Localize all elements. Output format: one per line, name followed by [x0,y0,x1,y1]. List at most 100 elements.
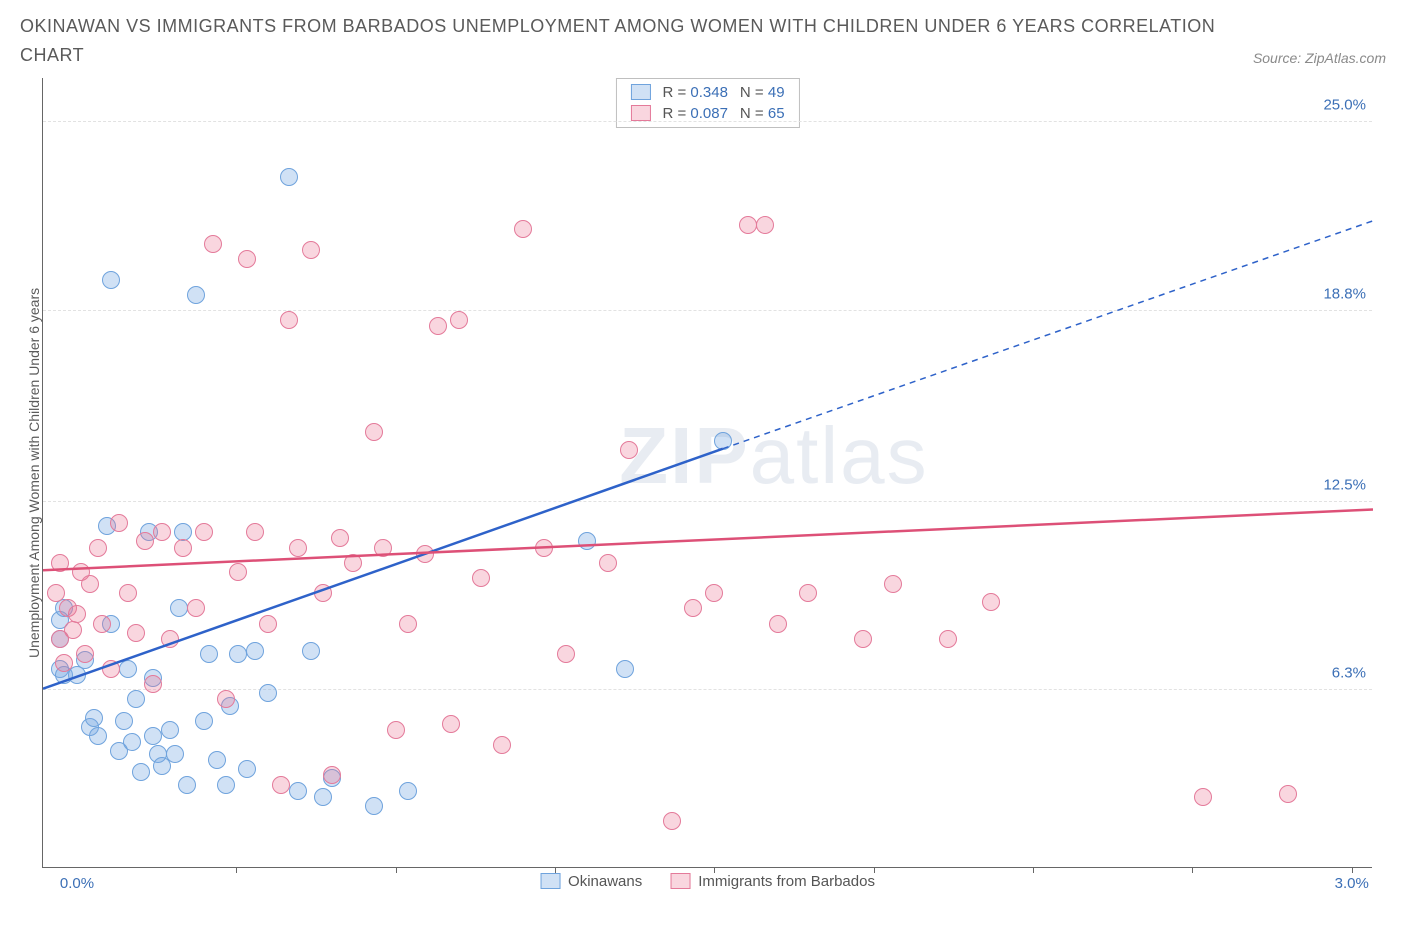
watermark: ZIPatlas [619,410,928,502]
data-point [705,584,723,602]
data-point [132,763,150,781]
data-point [208,751,226,769]
data-point [115,712,133,730]
legend-item: Immigrants from Barbados [670,873,875,890]
x-tick [1352,867,1353,873]
legend-swatch [630,84,650,100]
data-point [982,593,1000,611]
gridline [43,310,1372,311]
data-point [144,727,162,745]
data-point [238,250,256,268]
data-point [123,733,141,751]
data-point [161,721,179,739]
data-point [450,311,468,329]
stats-row: R = 0.348 N = 49 [616,82,798,103]
data-point [1279,785,1297,803]
data-point [166,745,184,763]
gridline [43,689,1372,690]
x-tick [874,867,875,873]
data-point [365,797,383,815]
legend-swatch [630,105,650,121]
scatter-plot: ZIPatlas R = 0.348N = 49R = 0.087N = 65 … [42,78,1372,868]
data-point [246,642,264,660]
stat-n-label: N = 65 [740,105,785,122]
data-point [799,584,817,602]
data-point [323,766,341,784]
x-tick [236,867,237,873]
data-point [280,168,298,186]
data-point [246,523,264,541]
data-point [93,615,111,633]
data-point [47,584,65,602]
x-tick [396,867,397,873]
data-point [89,727,107,745]
data-point [769,615,787,633]
data-point [127,624,145,642]
legend-item: Okinawans [540,873,642,890]
y-axis-label: Unemployment Among Women with Children U… [20,78,42,868]
data-point [119,660,137,678]
data-point [557,645,575,663]
data-point [280,311,298,329]
data-point [76,645,94,663]
data-point [85,709,103,727]
data-point [51,554,69,572]
y-tick-label: 25.0% [1323,97,1366,114]
data-point [174,539,192,557]
data-point [204,235,222,253]
data-point [119,584,137,602]
chart-title: OKINAWAN VS IMMIGRANTS FROM BARBADOS UNE… [20,12,1253,70]
data-point [127,690,145,708]
data-point [442,715,460,733]
data-point [229,563,247,581]
data-point [289,782,307,800]
data-point [259,615,277,633]
data-point [229,645,247,663]
data-point [416,545,434,563]
data-point [64,621,82,639]
y-tick-label: 18.8% [1323,285,1366,302]
x-tick-label: 0.0% [60,875,94,892]
data-point [110,514,128,532]
data-point [493,736,511,754]
data-point [144,675,162,693]
y-tick-label: 12.5% [1323,476,1366,493]
data-point [187,599,205,617]
data-point [81,575,99,593]
data-point [259,684,277,702]
data-point [314,788,332,806]
legend-swatch [540,873,560,889]
data-point [200,645,218,663]
stats-legend-box: R = 0.348N = 49R = 0.087N = 65 [615,78,799,128]
data-point [102,271,120,289]
series-legend: Okinawans Immigrants from Barbados [540,873,875,890]
data-point [684,599,702,617]
trend-lines [43,78,1373,868]
data-point [535,539,553,557]
data-point [178,776,196,794]
gridline [43,501,1372,502]
data-point [136,532,154,550]
data-point [170,599,188,617]
data-point [55,654,73,672]
data-point [89,539,107,557]
stat-n-label: N = 49 [740,84,785,101]
data-point [429,317,447,335]
stat-r-label: R = 0.348 [662,84,727,101]
legend-label: Okinawans [568,873,642,890]
data-point [620,441,638,459]
x-tick [555,867,556,873]
data-point [195,523,213,541]
x-tick [1033,867,1034,873]
data-point [195,712,213,730]
data-point [756,216,774,234]
legend-swatch [670,873,690,889]
data-point [217,776,235,794]
source-label: Source: ZipAtlas.com [1253,50,1386,70]
data-point [289,539,307,557]
data-point [238,760,256,778]
data-point [854,630,872,648]
data-point [514,220,532,238]
data-point [599,554,617,572]
data-point [663,812,681,830]
